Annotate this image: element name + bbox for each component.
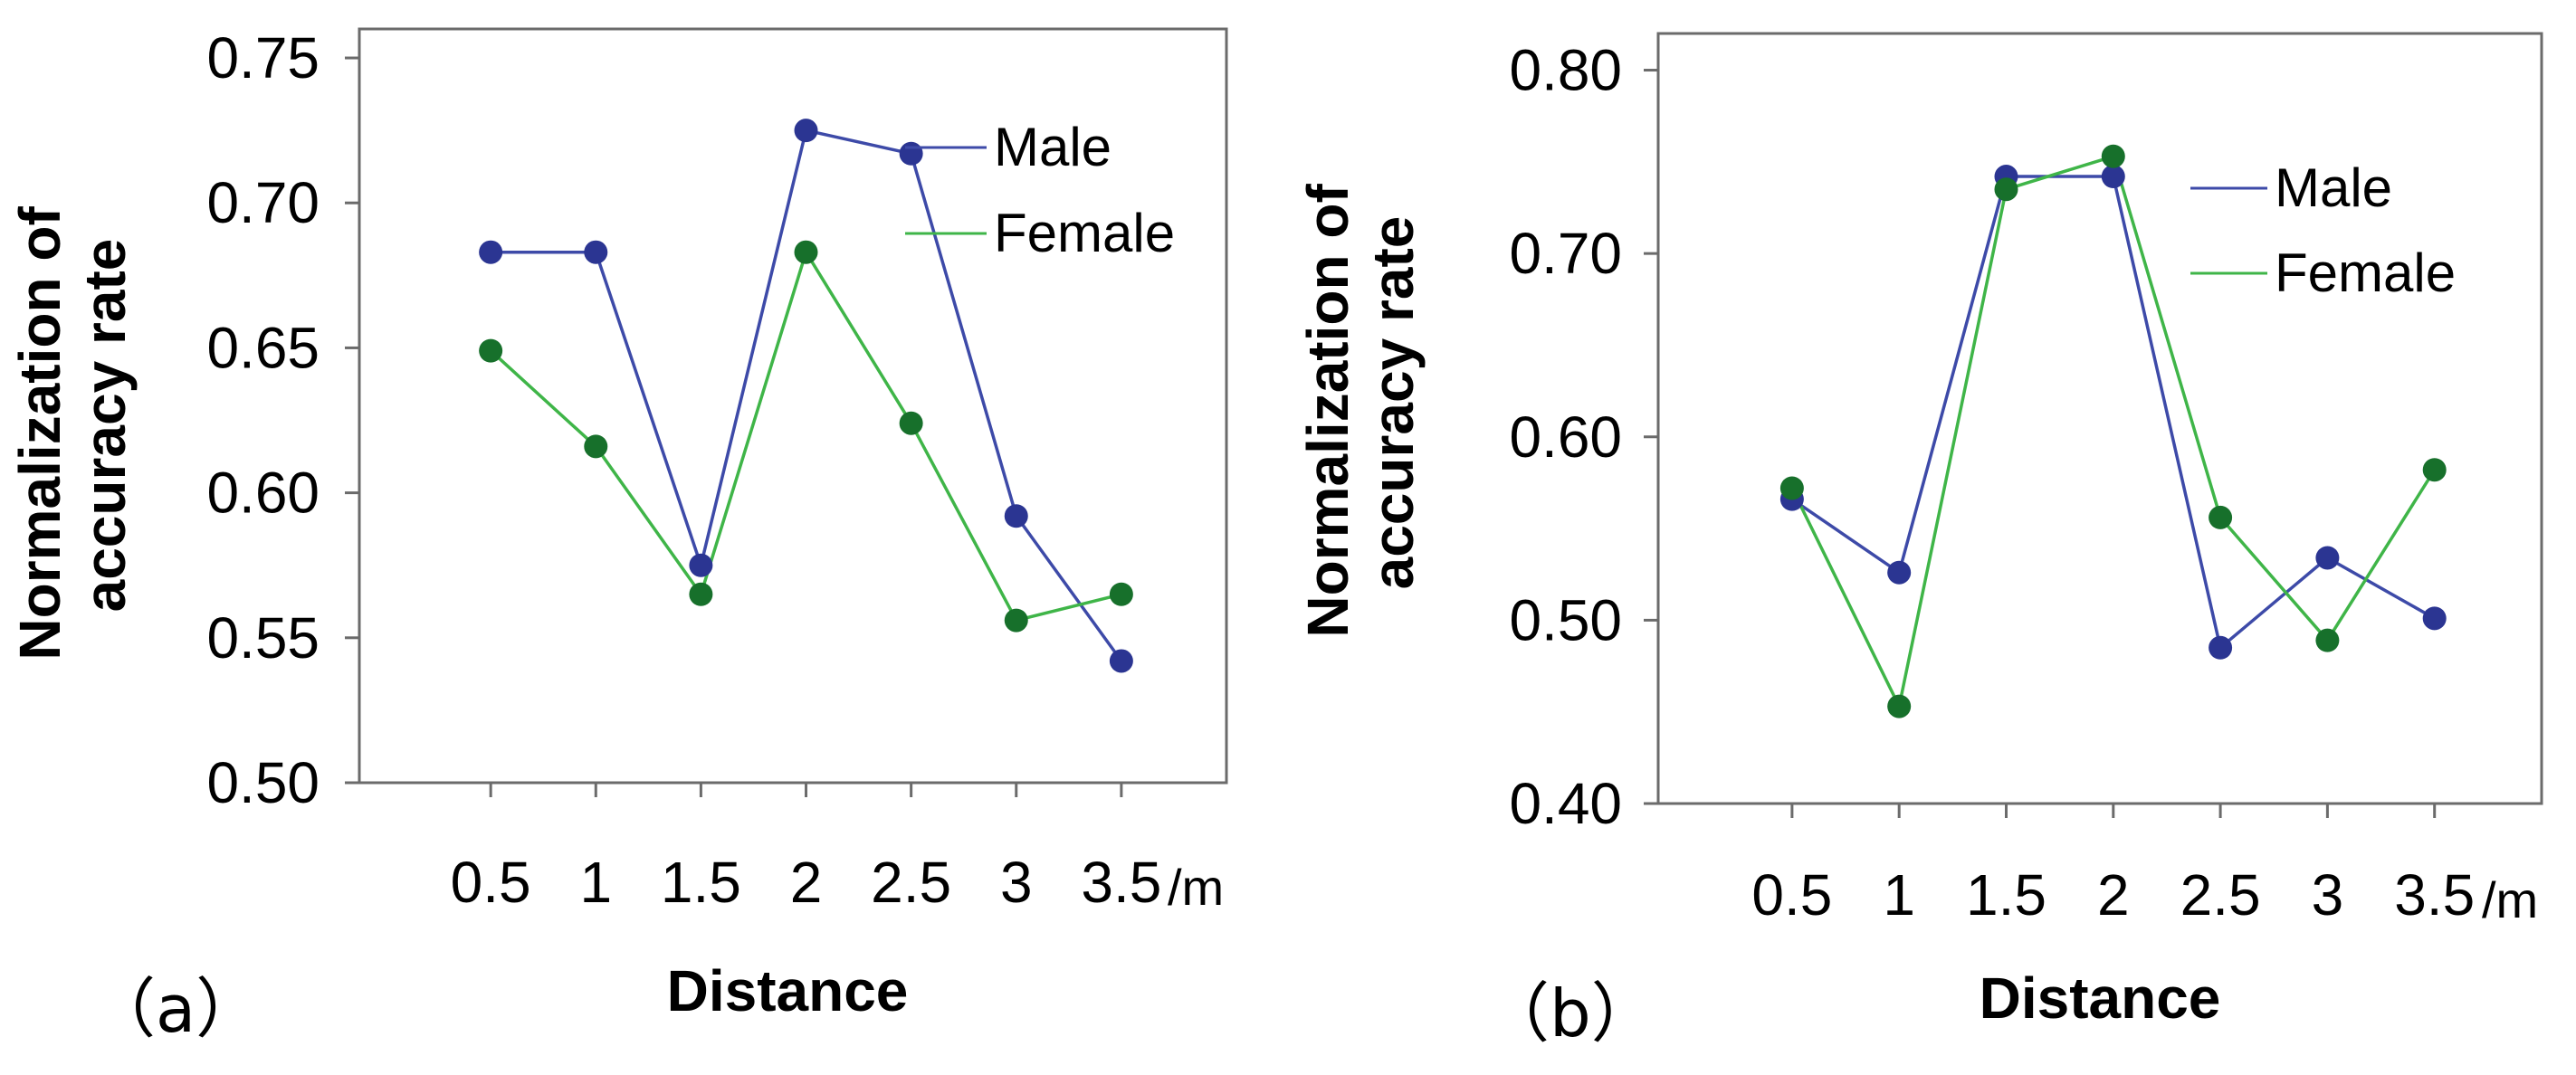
panel-label-b: （b） [1484,975,1656,1051]
data-point-female-b-1 [1887,694,1912,718]
x-tick-label-b-6: 3.5 [2394,862,2475,928]
plot-area-b [1644,32,2543,818]
y-tick-label-b-2: 0.60 [1509,404,1622,470]
data-point-female-b-4 [2209,505,2233,529]
y-axis-title-a: Normalization of accuracy rate [7,190,138,660]
data-point-male-a-1 [584,240,608,264]
data-point-male-b-6 [2422,606,2447,631]
data-point-male-b-1 [1887,560,1912,585]
data-point-female-a-2 [689,582,713,606]
y-tick-label-a-2: 0.60 [206,461,320,526]
legend-b: Male Female [2190,157,2456,303]
legend-label-female-a: Female [994,203,1175,263]
data-point-female-b-6 [2422,458,2447,482]
panel-label-a: （a） [91,971,261,1047]
legend-label-male-b: Male [2275,157,2392,218]
data-point-female-a-1 [584,434,608,459]
y-tick-label-b-0: 0.40 [1509,771,1622,836]
x-tick-label-b-4: 2.5 [2180,862,2261,928]
chart-panel-a: 0.5 1 1.5 2 2.5 3 3.5 0.50 0.55 0.60 0.65 0.70 0.75… [7,25,1228,1047]
y-tick-labels-b: 0.40 0.50 0.60 0.70 0.80 [1509,38,1622,836]
data-point-female-a-6 [1109,582,1133,606]
x-tick-label-b-5: 3 [2312,862,2344,928]
y-axis-title-line-2-b: accuracy rate [1360,216,1426,590]
x-tick-label-a-2: 1.5 [661,850,741,915]
legend-label-male-a: Male [994,117,1111,177]
y-axis-title-b: Normalization of accuracy rate [1295,167,1426,637]
x-axis-title-b: Distance [1980,966,2221,1031]
data-point-male-a-6 [1109,649,1133,673]
data-point-female-a-3 [794,240,818,264]
x-unit-label-a: /m [1168,859,1224,916]
data-marks-b [1779,144,2447,718]
x-tick-label-b-0: 0.5 [1751,862,1832,928]
x-tick-labels-b: 0.5 1 1.5 2 2.5 3 3.5 [1751,862,2475,928]
data-point-female-a-4 [899,411,923,435]
y-tick-labels-a: 0.50 0.55 0.60 0.65 0.70 0.75 [206,25,320,815]
chart-panel-b: 0.5 1 1.5 2 2.5 3 3.5 0.400.500.600.700.80 /m … [1295,32,2543,1051]
x-tick-label-b-2: 1.5 [1966,862,2046,928]
y-tick-label-a-0: 0.50 [206,750,320,815]
data-point-male-b-3 [2101,165,2125,189]
y-tick-label-a-3: 0.65 [206,315,320,380]
x-tick-label-a-6: 3.5 [1081,850,1161,915]
y-tick-label-b-4: 0.80 [1509,38,1622,103]
data-point-male-a-3 [794,119,818,143]
plot-area-a [345,27,1228,797]
series-line-female-a [490,250,1122,623]
data-point-male-b-5 [2315,546,2340,570]
data-point-female-a-0 [479,338,503,363]
data-point-male-a-2 [689,553,713,577]
x-tick-label-a-3: 2 [790,850,823,915]
legend-a: Male Female [905,117,1175,263]
data-point-female-a-5 [1004,608,1028,633]
y-tick-label-a-1: 0.55 [206,605,320,671]
y-tick-label-b-1: 0.50 [1509,587,1622,652]
x-tick-label-b-3: 2 [2097,862,2130,928]
data-point-male-b-4 [2209,635,2233,660]
y-tick-label-a-4: 0.70 [206,170,320,235]
y-tick-label-b-3: 0.70 [1509,221,1622,286]
x-tick-label-a-1: 1 [579,850,612,915]
x-tick-label-a-0: 0.5 [451,850,531,915]
y-axis-title-line-1-b: Normalization of [1295,184,1360,638]
y-axis-title-line-2-a: accuracy rate [72,239,138,613]
data-point-male-a-0 [479,240,503,264]
data-point-female-b-0 [1779,476,1804,500]
y-tick-label-a-5: 0.75 [206,25,320,90]
data-point-male-a-4 [899,141,923,166]
x-tick-label-b-1: 1 [1883,862,1915,928]
data-point-male-a-5 [1004,504,1028,528]
x-tick-label-a-4: 2.5 [871,850,951,915]
x-axis-title-a: Distance [667,958,909,1023]
x-tick-labels-a: 0.5 1 1.5 2 2.5 3 3.5 [451,850,1162,915]
data-point-female-b-2 [1994,177,2018,202]
x-tick-label-a-5: 3 [1000,850,1033,915]
legend-label-female-b: Female [2275,243,2456,303]
series-line-female-b [1790,155,2437,709]
plot-frame-a [358,27,1228,785]
plot-frame-b [1656,32,2543,805]
y-axis-title-line-1-a: Normalization of [7,206,72,661]
data-point-female-b-5 [2315,628,2340,652]
data-marks-a [479,119,1133,673]
data-point-female-b-3 [2101,144,2125,168]
x-unit-label-b: /m [2482,871,2538,928]
